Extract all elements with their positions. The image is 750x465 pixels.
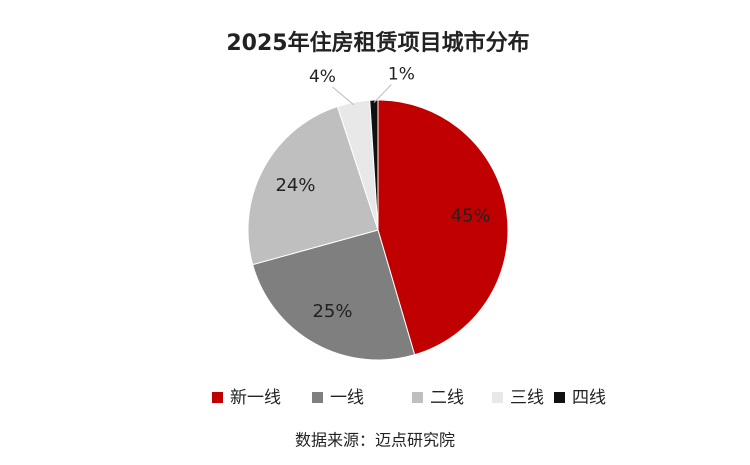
- legend-swatch: [554, 392, 565, 403]
- legend-swatch: [412, 392, 423, 403]
- source-note: 数据来源：迈点研究院: [295, 431, 455, 450]
- pie-slice: [369, 99, 379, 231]
- legend-label: 四线: [572, 388, 606, 408]
- pie-slice: [377, 99, 509, 356]
- pie-slice: [252, 229, 416, 361]
- legend-swatch: [492, 392, 503, 403]
- chart-title: 2025年住房租赁项目城市分布: [226, 30, 529, 56]
- data-label: 24%: [275, 175, 315, 196]
- data-label: 4%: [309, 67, 336, 87]
- legend-swatch: [212, 392, 223, 403]
- pie-slice: [247, 105, 379, 266]
- data-label: 45%: [451, 206, 491, 227]
- data-label: 1%: [388, 64, 415, 84]
- leader-line: [373, 84, 392, 104]
- legend-swatch: [312, 392, 323, 403]
- legend-label: 一线: [330, 388, 364, 408]
- legend-label: 二线: [430, 388, 464, 408]
- legend-label: 三线: [510, 388, 544, 408]
- leader-line: [332, 86, 355, 106]
- legend-label: 新一线: [230, 388, 281, 408]
- data-label: 25%: [312, 301, 352, 322]
